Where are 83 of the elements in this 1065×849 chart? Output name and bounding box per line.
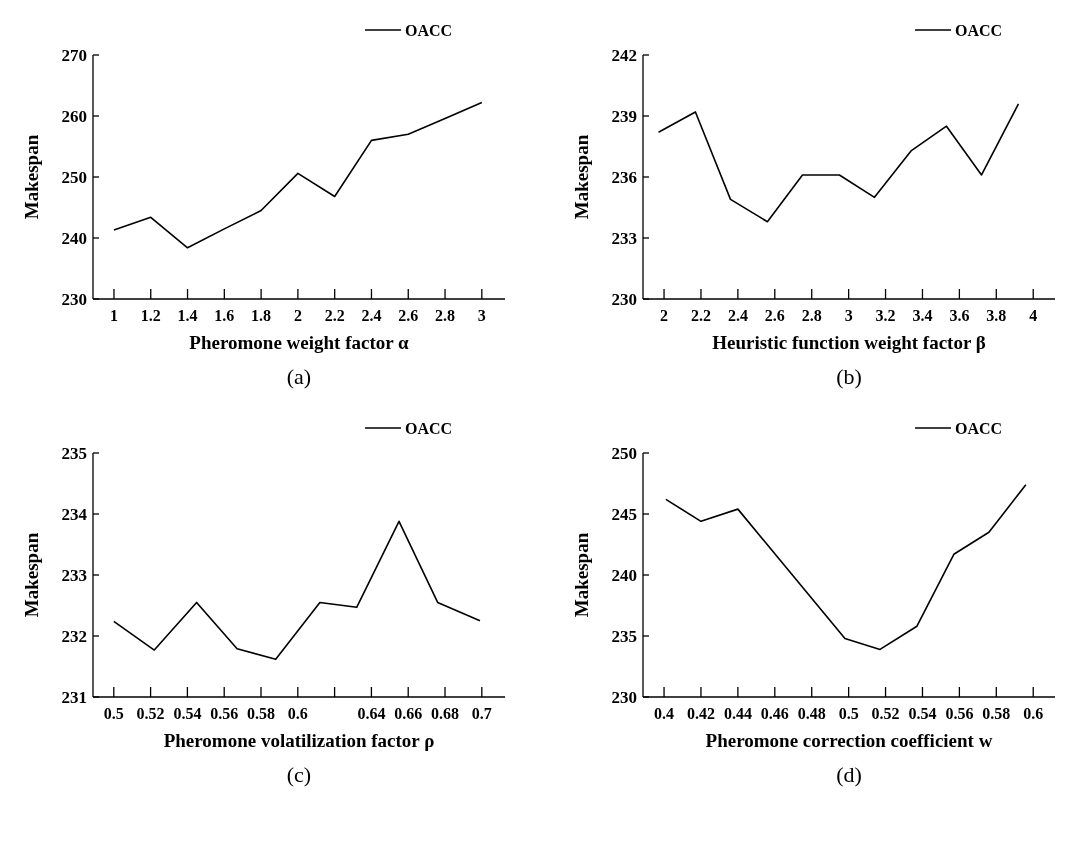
y-axis-title: Makespan	[571, 134, 592, 220]
x-tick-label: 2.8	[435, 307, 456, 324]
x-tick-label: 0.6	[1023, 705, 1044, 722]
x-tick-label: 0.54	[908, 705, 937, 722]
x-axis-title: Pheromone correction coefficient w	[705, 730, 993, 751]
y-tick-label: 240	[61, 228, 87, 248]
x-tick-label: 2.8	[801, 307, 822, 324]
x-tick-label: 2.2	[324, 307, 345, 324]
x-tick-label: 2.4	[361, 307, 382, 324]
line-series	[113, 101, 483, 249]
y-tick-label: 239	[611, 106, 637, 126]
x-axis-title: Pheromone weight factor α	[189, 332, 410, 353]
x-tick-label: 1.8	[251, 307, 272, 324]
x-tick-label: 0.5	[103, 705, 124, 722]
x-tick-label: 0.5	[838, 705, 859, 722]
y-tick-label: 230	[611, 289, 637, 309]
x-tick-label: 0.7	[471, 705, 492, 722]
y-tick-label: 260	[61, 106, 87, 126]
x-tick-label: 3.4	[912, 307, 933, 324]
x-axis-title: Heuristic function weight factor β	[712, 332, 986, 353]
y-tick-label: 235	[611, 626, 637, 646]
y-tick-label: 230	[611, 687, 637, 707]
x-tick-label: 0.44	[723, 705, 752, 722]
x-tick-label: 2.4	[727, 307, 748, 324]
legend-label: OACC	[955, 21, 1003, 39]
x-tick-label: 2.6	[764, 307, 785, 324]
legend-label: OACC	[405, 419, 453, 437]
x-tick-label: 3	[844, 307, 853, 324]
x-tick-label: 4	[1029, 307, 1038, 324]
line-series	[657, 103, 1020, 223]
x-tick-label: 0.58	[982, 705, 1011, 722]
x-tick-label: 0.56	[945, 705, 974, 722]
x-tick-label: 0.6	[287, 705, 308, 722]
text: (b)	[836, 364, 862, 389]
y-tick-label: 231	[61, 687, 87, 707]
x-tick-label: 0.4	[654, 705, 675, 722]
y-tick-label: 235	[61, 443, 87, 463]
x-tick-label: 3.8	[986, 307, 1007, 324]
x-axis-title: Pheromone volatilization factor ρ	[163, 730, 435, 751]
y-tick-label: 236	[611, 167, 637, 187]
y-tick-label: 250	[611, 443, 637, 463]
x-tick-label: 0.52	[136, 705, 165, 722]
x-tick-label: 3.2	[875, 307, 896, 324]
x-tick-label: 0.48	[797, 705, 826, 722]
x-tick-label: 2.6	[398, 307, 419, 324]
text: (d)	[836, 762, 862, 787]
x-tick-label: 0.46	[760, 705, 789, 722]
x-tick-label: 2	[293, 307, 302, 324]
x-tick-label: 0.58	[247, 705, 275, 722]
x-tick-label: 2.2	[690, 307, 711, 324]
y-tick-label: 270	[61, 45, 87, 65]
y-tick-label: 233	[611, 228, 637, 248]
x-tick-label: 0.54	[173, 705, 202, 722]
x-tick-label: 1.4	[177, 307, 198, 324]
x-tick-label: 1.6	[214, 307, 235, 324]
x-tick-label: 0.64	[357, 705, 386, 722]
y-tick-label: 250	[61, 167, 87, 187]
x-tick-label: 1.2	[140, 307, 161, 324]
x-tick-label: 0.42	[686, 705, 715, 722]
y-axis-title: Makespan	[21, 532, 42, 618]
y-tick-label: 232	[61, 626, 87, 646]
line-series	[112, 520, 481, 660]
y-axis-title: Makespan	[571, 532, 592, 618]
y-axis-title: Makespan	[21, 134, 42, 220]
y-tick-label: 234	[61, 504, 88, 524]
x-tick-label: 3.6	[949, 307, 970, 324]
y-tick-label: 245	[611, 504, 637, 524]
x-tick-label: 0.68	[431, 705, 460, 722]
line-series	[665, 483, 1027, 651]
y-tick-label: 233	[61, 565, 87, 585]
y-tick-label: 242	[611, 45, 637, 65]
legend-label: OACC	[405, 21, 453, 39]
x-tick-label: 2	[660, 307, 669, 324]
text: (a)	[286, 364, 312, 389]
x-tick-label: 0.56	[210, 705, 239, 722]
x-tick-label: 0.66	[394, 705, 423, 722]
legend-label: OACC	[955, 419, 1003, 437]
x-tick-label: 0.52	[871, 705, 900, 722]
x-tick-label: 3	[477, 307, 486, 324]
y-tick-label: 240	[611, 565, 637, 585]
text: (c)	[286, 762, 312, 787]
y-tick-label: 230	[61, 289, 87, 309]
x-tick-label: 1	[109, 307, 118, 324]
